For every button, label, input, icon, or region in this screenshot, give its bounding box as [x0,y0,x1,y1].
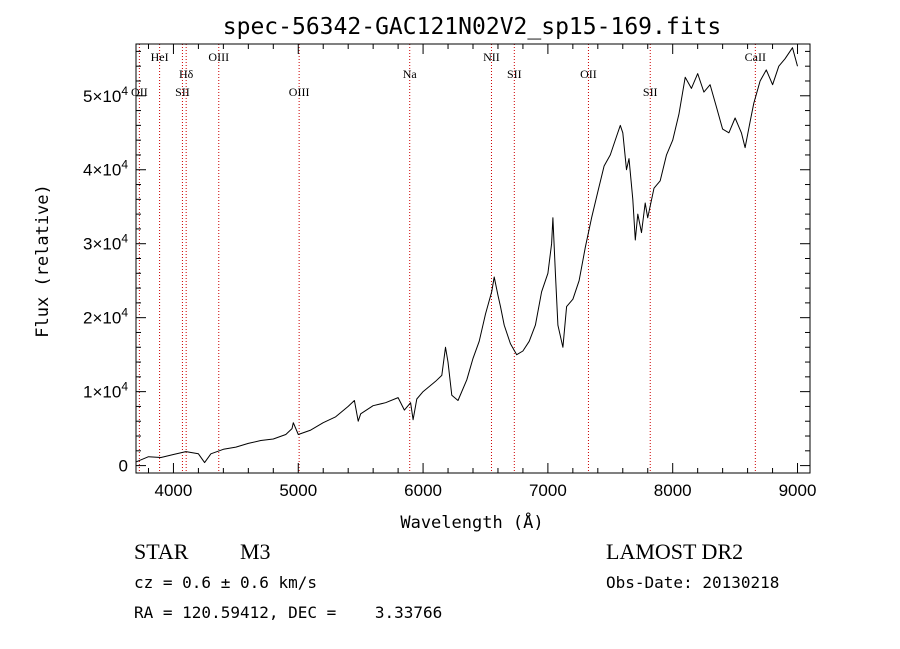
y-tick-label-5: 5×104 [83,84,128,106]
spectral-line-label-0: HeI [151,50,169,64]
spectral-line-label-9: OII [580,67,597,81]
spectral-line-label-8: SII [507,67,522,81]
spectral-line-label-10: SII [643,85,658,99]
chart-title: spec-56342-GAC121N02V2_sp15-169.fits [223,14,722,40]
x-tick-label-5: 9000 [779,481,817,500]
coordinates: RA = 120.59412, DEC = 3.33766 [134,603,443,622]
y-tick-label-3: 3×104 [83,232,128,254]
spectral-line-label-3: SII [175,85,190,99]
observation-date: Obs-Date: 20130218 [606,573,780,592]
object-class: STAR [134,539,189,564]
x-tick-label-0: 4000 [155,481,193,500]
object-subclass: M3 [240,539,271,564]
y-tick-label-4: 4×104 [83,158,128,180]
spectral-line-markers: HeI OII Hδ SII OIII OIII Na NII SII OII SII CaII [131,44,766,473]
spectral-line-label-11: CaII [745,50,766,64]
y-tick-label-1: 1×104 [83,380,128,402]
spectrum-layer [135,47,798,464]
x-tick-label-4: 8000 [654,481,692,500]
x-tick-label-3: 7000 [529,481,567,500]
spectrum-series-0 [135,47,798,464]
survey-name: LAMOST DR2 [606,539,744,564]
x-axis: 4000 5000 6000 7000 8000 9000 [147,44,817,500]
y-tick-label-2: 2×104 [83,306,128,328]
x-tick-label-1: 5000 [279,481,317,500]
spectral-line-label-4: OIII [208,50,229,64]
x-tick-label-2: 6000 [404,481,442,500]
redshift-velocity: cz = 0.6 ± 0.6 km/s [134,573,318,592]
spectral-line-label-1: OII [131,85,148,99]
x-axis-label: Wavelength (Å) [400,511,543,533]
spectral-line-label-7: NII [483,50,500,64]
spectral-line-label-2: Hδ [179,67,194,81]
plot-frame [135,43,811,474]
y-axis-label: Flux (relative) [33,184,53,338]
spectral-line-label-5: OIII [289,85,310,99]
y-tick-label-0: 0 [119,457,128,476]
spectral-line-label-6: Na [403,67,418,81]
y-axis: 0 1×104 2×104 3×104 4×104 5×104 [83,50,810,476]
